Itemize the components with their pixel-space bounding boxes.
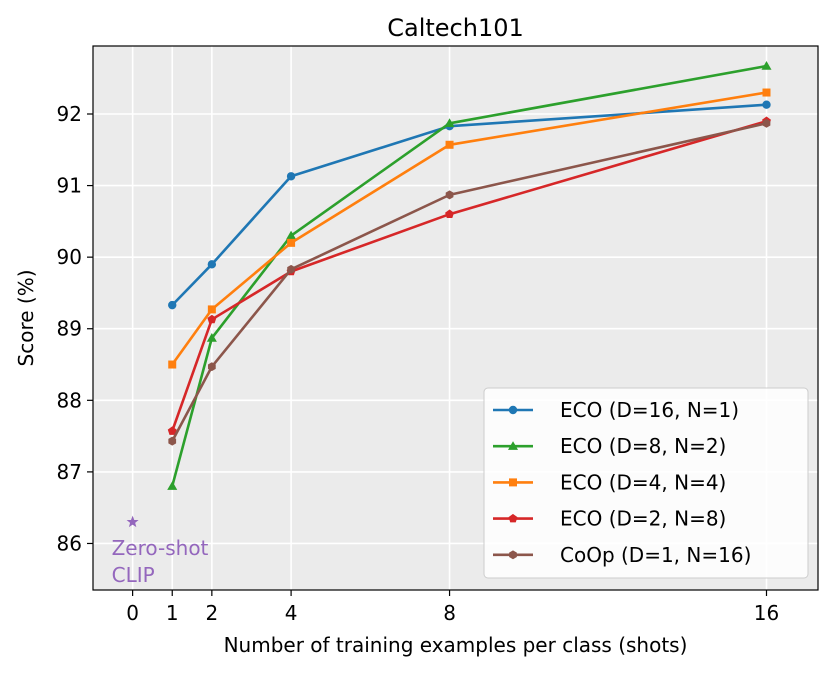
data-point bbox=[445, 209, 455, 219]
y-tick-label: 86 bbox=[57, 531, 82, 555]
data-point bbox=[287, 238, 296, 247]
zero-shot-label-clip: CLIP bbox=[112, 563, 155, 587]
data-point bbox=[167, 426, 177, 435]
series-2 bbox=[167, 61, 772, 490]
legend-marker bbox=[508, 405, 518, 415]
legend-item: ECO (D=8, N=2) bbox=[493, 434, 726, 458]
y-axis-title: Score (%) bbox=[14, 270, 38, 367]
legend-marker bbox=[509, 550, 517, 560]
legend-item: CoOp (D=1, N=16) bbox=[493, 543, 751, 567]
series-3 bbox=[168, 88, 771, 369]
data-point bbox=[207, 314, 217, 324]
zero-shot-label: Zero-shot bbox=[112, 536, 209, 560]
data-point bbox=[207, 305, 216, 314]
data-point bbox=[167, 481, 178, 490]
legend-item: ECO (D=16, N=1) bbox=[493, 398, 739, 422]
legend-label: CoOp (D=1, N=16) bbox=[560, 543, 751, 567]
axis-ticks: 0 1 2 4 8 16 86 87 88 89 90 91 92 bbox=[57, 102, 780, 625]
data-point bbox=[445, 190, 454, 200]
data-point bbox=[168, 360, 177, 369]
y-tick-label: 91 bbox=[57, 174, 82, 198]
legend-marker bbox=[508, 513, 518, 523]
data-point bbox=[168, 300, 177, 310]
x-tick-label: 0 bbox=[126, 601, 139, 625]
data-point bbox=[168, 436, 177, 446]
zero-shot-layer: Zero-shot CLIP bbox=[112, 515, 209, 587]
y-tick-label: 88 bbox=[57, 388, 82, 412]
data-point bbox=[762, 118, 771, 128]
legend-marker bbox=[507, 441, 519, 450]
legend-box bbox=[483, 387, 809, 579]
x-tick-label: 2 bbox=[205, 601, 218, 625]
legend-label: ECO (D=16, N=1) bbox=[560, 398, 739, 422]
legend-item: ECO (D=2, N=8) bbox=[493, 507, 726, 531]
data-point bbox=[444, 118, 455, 128]
legend-marker bbox=[508, 478, 517, 487]
x-tick-label: 8 bbox=[443, 601, 456, 625]
y-tick-label: 90 bbox=[57, 245, 82, 269]
data-point bbox=[761, 61, 772, 70]
y-tick-label: 89 bbox=[57, 317, 82, 341]
x-tick-label: 16 bbox=[754, 601, 779, 625]
legend-label: ECO (D=2, N=8) bbox=[560, 507, 726, 531]
chart-title: Caltech101 bbox=[387, 14, 524, 42]
y-tick-label: 92 bbox=[57, 102, 82, 126]
plot-frame bbox=[92, 45, 819, 591]
x-tick-label: 4 bbox=[285, 601, 298, 625]
legend-item: ECO (D=4, N=4) bbox=[493, 470, 726, 494]
data-point bbox=[206, 333, 217, 342]
y-tick-label: 87 bbox=[57, 460, 82, 484]
data-point bbox=[445, 140, 454, 149]
legend-label: ECO (D=8, N=2) bbox=[560, 434, 726, 458]
data-point bbox=[286, 172, 296, 181]
data-point bbox=[762, 88, 771, 97]
data-point bbox=[207, 260, 217, 269]
zero-shot-point bbox=[126, 515, 139, 528]
legend-label: ECO (D=4, N=4) bbox=[560, 470, 726, 494]
data-point bbox=[287, 264, 295, 274]
series-layer bbox=[167, 61, 772, 490]
legend: ECO (D=16, N=1) ECO (D=8, N=2) ECO (D=4, N… bbox=[483, 387, 809, 579]
series-1 bbox=[168, 100, 771, 310]
data-point bbox=[207, 362, 216, 372]
data-point bbox=[762, 100, 771, 109]
x-axis-title: Number of training examples per class (s… bbox=[224, 633, 688, 657]
x-tick-label: 1 bbox=[166, 601, 179, 625]
series-5 bbox=[168, 118, 771, 446]
